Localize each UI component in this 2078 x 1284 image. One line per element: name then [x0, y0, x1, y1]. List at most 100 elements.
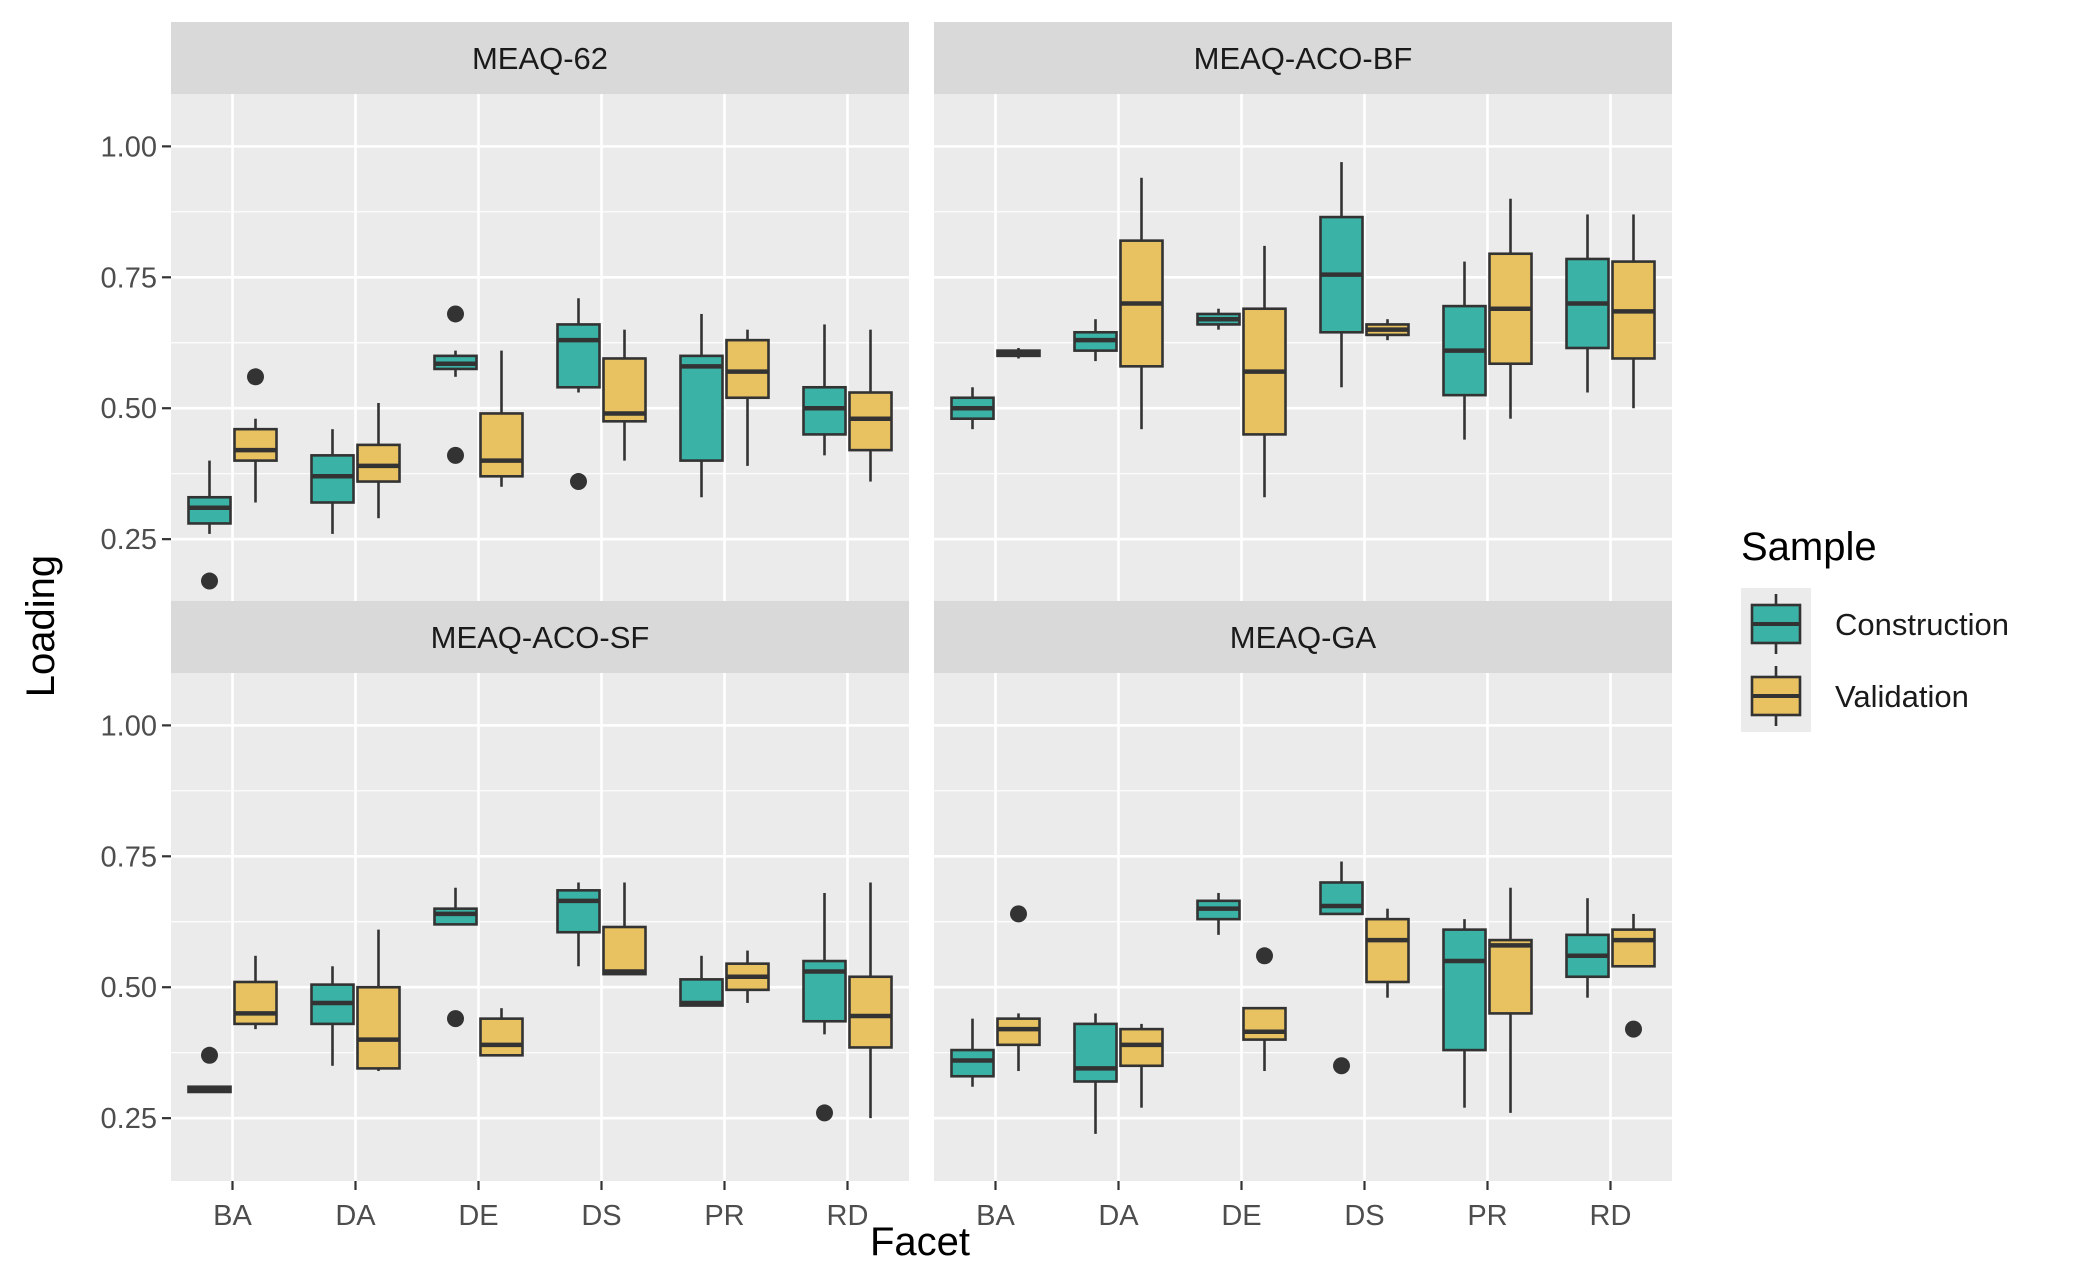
x-tick-label: BA — [213, 1200, 252, 1232]
outlier-point — [816, 1104, 833, 1122]
panel-background — [171, 673, 909, 1181]
box-construction-da — [1073, 319, 1118, 362]
box-body — [1319, 881, 1364, 916]
y-tick-label: 0.75 — [101, 841, 157, 873]
outlier-point — [1010, 905, 1027, 923]
legend: Sample Construction Validation — [1741, 525, 2009, 732]
box-construction-de — [1196, 892, 1241, 935]
panels-layer: MEAQ-62 MEAQ-ACO-BF MEAQ-ACO-SF MEAQ-GA — [171, 22, 1672, 1181]
box-validation-da — [356, 402, 401, 519]
box-body — [725, 338, 770, 400]
box-body — [356, 443, 401, 483]
box-validation-de — [1242, 947, 1287, 1072]
box-validation-pr — [1488, 198, 1533, 419]
y-tick-label: 0.25 — [101, 1103, 157, 1135]
x-tick-label: RD — [827, 1200, 869, 1232]
x-tick-label: DS — [1344, 1200, 1384, 1232]
box-construction-pr — [1442, 261, 1487, 440]
panel-title: MEAQ-GA — [1230, 620, 1377, 655]
x-tick-label: RD — [1590, 1200, 1632, 1232]
box-body — [1611, 928, 1656, 968]
outlier-point — [1333, 1057, 1350, 1075]
box-body — [233, 427, 278, 462]
box-validation-ds — [1365, 908, 1410, 998]
box-body — [602, 925, 647, 976]
box-body — [996, 1017, 1041, 1047]
box-body — [1073, 1022, 1118, 1083]
box-construction-rd — [1565, 898, 1610, 998]
y-tick-label: 0.75 — [101, 262, 157, 294]
box-construction-ds — [1319, 861, 1364, 1075]
box-construction-ba — [187, 460, 232, 590]
box-validation-pr — [1488, 887, 1533, 1113]
panel-title: MEAQ-ACO-SF — [431, 620, 650, 655]
box-construction-ba — [950, 1018, 995, 1087]
box-construction-rd — [1565, 214, 1610, 393]
outlier-point — [570, 473, 587, 491]
box-validation-rd — [1611, 214, 1656, 409]
box-validation-ba — [996, 905, 1041, 1072]
panel-meaq-ga: MEAQ-GA — [934, 601, 1672, 1181]
box-validation-rd — [848, 882, 893, 1119]
box-validation-pr — [725, 950, 770, 1003]
box-construction-da — [1073, 1013, 1118, 1134]
panel-strip — [934, 601, 1672, 673]
outlier-point — [1625, 1020, 1642, 1038]
box-body — [679, 354, 724, 462]
box-validation-ba — [233, 955, 278, 1030]
box-validation-ds — [1365, 319, 1410, 341]
box-validation-ds — [602, 882, 647, 976]
legend-label: Construction — [1835, 607, 2009, 642]
panel-background — [934, 94, 1672, 602]
box-construction-ds — [1319, 162, 1364, 388]
box-construction-pr — [1442, 919, 1487, 1108]
outlier-point — [201, 1046, 218, 1064]
x-tick-label: PR — [1467, 1200, 1507, 1232]
box-validation-de — [479, 1008, 524, 1057]
box-construction-pr — [679, 955, 724, 1007]
box-body — [310, 454, 355, 504]
box-construction-pr — [679, 313, 724, 498]
box-body — [848, 391, 893, 452]
box-validation-da — [1119, 177, 1164, 430]
box-body — [356, 985, 401, 1070]
y-tick-label: 1.00 — [101, 131, 157, 163]
panel-background — [171, 94, 909, 602]
x-axis-title: Facet — [870, 1220, 970, 1264]
y-tick-label: 0.50 — [101, 393, 157, 425]
box-construction-ds — [556, 882, 601, 967]
box-validation-ba — [996, 348, 1041, 359]
box-construction-de — [433, 305, 478, 464]
x-tick-label: BA — [976, 1200, 1015, 1232]
box-body — [802, 385, 847, 436]
box-body — [950, 1048, 995, 1078]
panel-background — [934, 673, 1672, 1181]
box-body — [1488, 938, 1533, 1015]
outlier-point — [447, 305, 464, 323]
box-construction-da — [310, 966, 355, 1066]
box-body — [479, 1017, 524, 1057]
panel-meaq-62: MEAQ-62 — [171, 22, 909, 602]
box-body — [479, 412, 524, 478]
box-construction-ba — [187, 1046, 232, 1094]
box-body — [1442, 928, 1487, 1052]
box-body — [556, 889, 601, 934]
box-validation-de — [479, 350, 524, 487]
box-body — [233, 980, 278, 1026]
outlier-point — [447, 1010, 464, 1028]
box-validation-ds — [602, 329, 647, 461]
legend-item-validation: Validation — [1741, 660, 1969, 732]
panel-title: MEAQ-62 — [472, 41, 608, 76]
box-construction-rd — [802, 892, 847, 1122]
x-tick-label: PR — [704, 1200, 744, 1232]
panel-strip — [934, 22, 1672, 94]
y-tick-label: 0.50 — [101, 972, 157, 1004]
y-axis-title: Loading — [19, 555, 63, 697]
x-tick-label: DE — [1221, 1200, 1261, 1232]
box-construction-de — [1196, 308, 1241, 330]
box-validation-da — [356, 929, 401, 1072]
box-construction-de — [433, 887, 478, 1028]
outlier-point — [201, 572, 218, 590]
box-validation-pr — [725, 329, 770, 466]
